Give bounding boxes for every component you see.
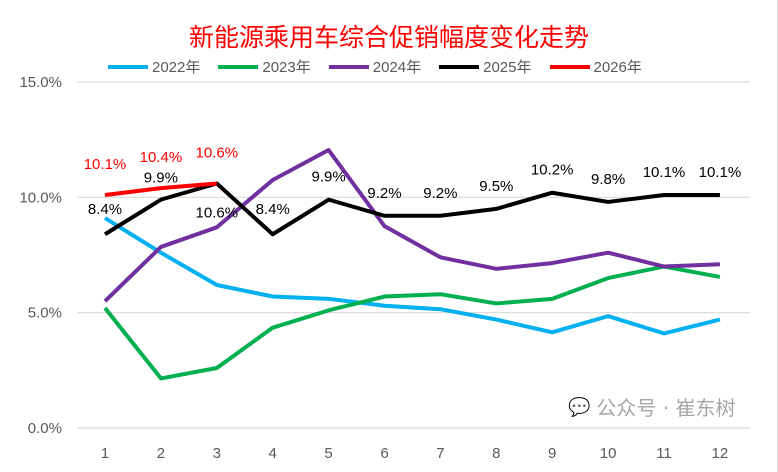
- x-tick-label: 11: [656, 445, 672, 462]
- data-label: 9.2%: [367, 185, 401, 202]
- legend-item: 2023年: [218, 56, 311, 77]
- series-line-2022年: [103, 216, 721, 336]
- x-tick-label: 8: [492, 445, 500, 462]
- data-label: 9.9%: [144, 170, 178, 187]
- legend-label: 2025年: [483, 59, 532, 76]
- x-tick-label: 5: [324, 445, 332, 462]
- wechat-icon: 💬: [568, 397, 591, 418]
- x-tick-label: 2: [157, 445, 165, 462]
- x-tick-label: 9: [548, 445, 556, 462]
- legend-label: 2026年: [593, 59, 642, 76]
- x-tick-label: 12: [712, 445, 729, 462]
- legend-label: 2023年: [262, 59, 311, 76]
- chart-title: 新能源乘用车综合促销幅度变化走势: [188, 23, 589, 52]
- data-label: 9.8%: [591, 171, 625, 188]
- legend: 2022年 2023年 2024年 2025年 2026年: [108, 56, 642, 77]
- data-label: 10.1%: [84, 156, 127, 173]
- legend-label: 2024年: [372, 59, 422, 76]
- data-label: 9.9%: [311, 169, 345, 186]
- legend-swatch: [549, 64, 590, 69]
- watermark-text: 公众号 · 崔东树: [596, 396, 736, 420]
- legend-item: 2026年: [549, 56, 642, 77]
- data-label: 10.1%: [643, 164, 686, 181]
- legend-swatch: [108, 64, 148, 69]
- x-tick-label: 7: [436, 445, 444, 462]
- data-label: 9.2%: [423, 185, 457, 202]
- y-tick-label: 5.0%: [28, 305, 62, 322]
- y-tick-label: 0.0%: [28, 420, 62, 437]
- series-line-2023年: [103, 264, 721, 381]
- x-tick-label: 1: [101, 445, 109, 462]
- x-tick-label: 4: [269, 445, 277, 462]
- y-tick-label: 10.0%: [19, 189, 62, 206]
- legend-swatch: [439, 64, 480, 69]
- data-label: 8.4%: [256, 201, 290, 218]
- data-label: 10.1%: [699, 164, 742, 181]
- data-label: 10.4%: [140, 149, 183, 166]
- legend-swatch: [218, 64, 259, 69]
- x-tick-label: 6: [380, 445, 388, 462]
- x-tick-label: 3: [213, 445, 221, 462]
- watermark: 💬 公众号 · 崔东树: [568, 396, 736, 420]
- x-tick-label: 10: [600, 445, 617, 462]
- legend-label: 2022年: [152, 59, 201, 76]
- legend-item: 2022年: [108, 56, 200, 77]
- data-label: 8.4%: [88, 201, 122, 218]
- legend-item: 2024年: [328, 56, 422, 77]
- y-tick-label: 15.0%: [19, 74, 62, 91]
- data-label: 10.2%: [531, 162, 574, 179]
- data-label: 9.5%: [479, 178, 513, 195]
- legend-swatch: [328, 64, 369, 69]
- legend-item: 2025年: [439, 56, 532, 77]
- series-line-2024年: [103, 148, 720, 303]
- data-label: 10.6%: [196, 204, 239, 221]
- data-label: 10.6%: [196, 144, 239, 161]
